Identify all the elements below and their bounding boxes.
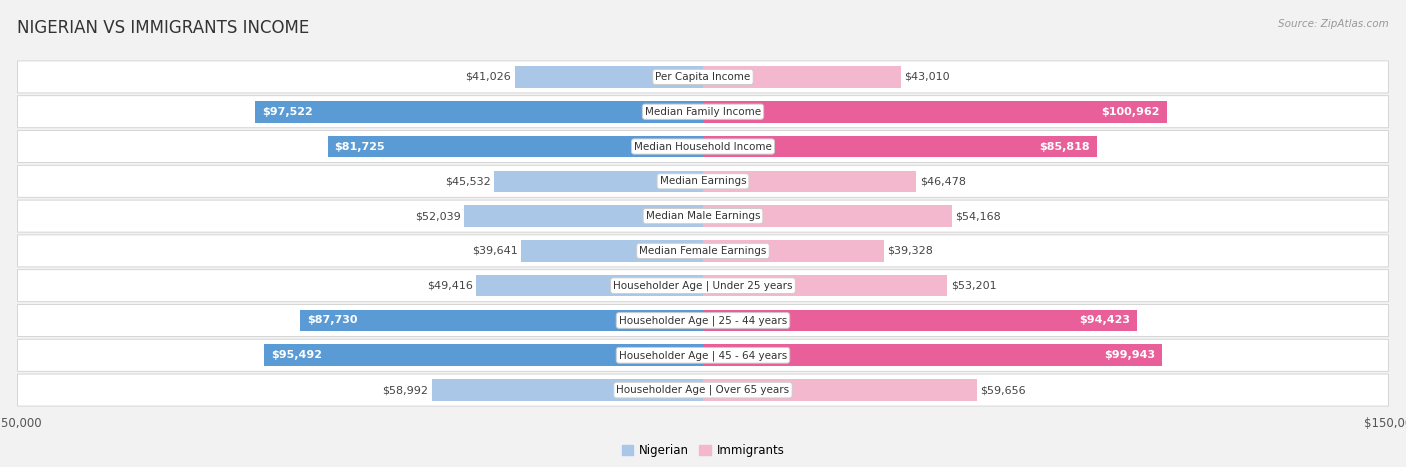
Text: $43,010: $43,010 — [904, 72, 949, 82]
Text: $41,026: $41,026 — [465, 72, 512, 82]
Bar — [703, 205, 952, 227]
FancyBboxPatch shape — [17, 200, 1389, 232]
Text: $95,492: $95,492 — [271, 350, 322, 360]
Bar — [494, 170, 703, 192]
Text: Median Male Earnings: Median Male Earnings — [645, 211, 761, 221]
Text: Householder Age | 45 - 64 years: Householder Age | 45 - 64 years — [619, 350, 787, 361]
Bar — [522, 240, 703, 262]
Text: Householder Age | Over 65 years: Householder Age | Over 65 years — [616, 385, 790, 396]
Bar — [264, 345, 703, 366]
Text: NIGERIAN VS IMMIGRANTS INCOME: NIGERIAN VS IMMIGRANTS INCOME — [17, 19, 309, 37]
Text: $53,201: $53,201 — [950, 281, 997, 290]
FancyBboxPatch shape — [17, 130, 1389, 163]
Text: $100,962: $100,962 — [1101, 107, 1160, 117]
Text: $54,168: $54,168 — [955, 211, 1001, 221]
Text: $85,818: $85,818 — [1039, 142, 1090, 151]
Bar — [432, 379, 703, 401]
Bar — [703, 170, 917, 192]
Text: $49,416: $49,416 — [426, 281, 472, 290]
Bar — [254, 101, 703, 122]
Text: $52,039: $52,039 — [415, 211, 461, 221]
Bar — [515, 66, 703, 88]
Bar — [464, 205, 703, 227]
FancyBboxPatch shape — [17, 374, 1389, 406]
Text: Median Family Income: Median Family Income — [645, 107, 761, 117]
Text: $59,656: $59,656 — [980, 385, 1026, 395]
Bar — [703, 136, 1097, 157]
FancyBboxPatch shape — [17, 235, 1389, 267]
Text: $97,522: $97,522 — [262, 107, 312, 117]
Text: Source: ZipAtlas.com: Source: ZipAtlas.com — [1278, 19, 1389, 28]
Bar — [299, 310, 703, 331]
FancyBboxPatch shape — [17, 165, 1389, 198]
Text: Median Earnings: Median Earnings — [659, 177, 747, 186]
FancyBboxPatch shape — [17, 340, 1389, 371]
Bar — [703, 275, 948, 297]
Text: $45,532: $45,532 — [444, 177, 491, 186]
Text: Median Female Earnings: Median Female Earnings — [640, 246, 766, 256]
Bar — [703, 240, 883, 262]
Bar — [703, 345, 1161, 366]
Text: $58,992: $58,992 — [382, 385, 429, 395]
Text: $39,641: $39,641 — [472, 246, 517, 256]
FancyBboxPatch shape — [17, 61, 1389, 93]
Text: Householder Age | 25 - 44 years: Householder Age | 25 - 44 years — [619, 315, 787, 326]
Text: Per Capita Income: Per Capita Income — [655, 72, 751, 82]
Text: $39,328: $39,328 — [887, 246, 934, 256]
Legend: Nigerian, Immigrants: Nigerian, Immigrants — [617, 439, 789, 462]
FancyBboxPatch shape — [17, 96, 1389, 127]
FancyBboxPatch shape — [17, 269, 1389, 302]
Bar — [703, 379, 977, 401]
Text: $99,943: $99,943 — [1104, 350, 1156, 360]
Bar — [703, 66, 900, 88]
Text: $81,725: $81,725 — [335, 142, 385, 151]
Text: Householder Age | Under 25 years: Householder Age | Under 25 years — [613, 281, 793, 291]
Bar — [703, 310, 1136, 331]
FancyBboxPatch shape — [17, 304, 1389, 337]
Text: $87,730: $87,730 — [307, 316, 357, 325]
Bar — [703, 101, 1167, 122]
Bar — [477, 275, 703, 297]
Text: Median Household Income: Median Household Income — [634, 142, 772, 151]
Bar — [328, 136, 703, 157]
Text: $46,478: $46,478 — [920, 177, 966, 186]
Text: $94,423: $94,423 — [1078, 316, 1130, 325]
